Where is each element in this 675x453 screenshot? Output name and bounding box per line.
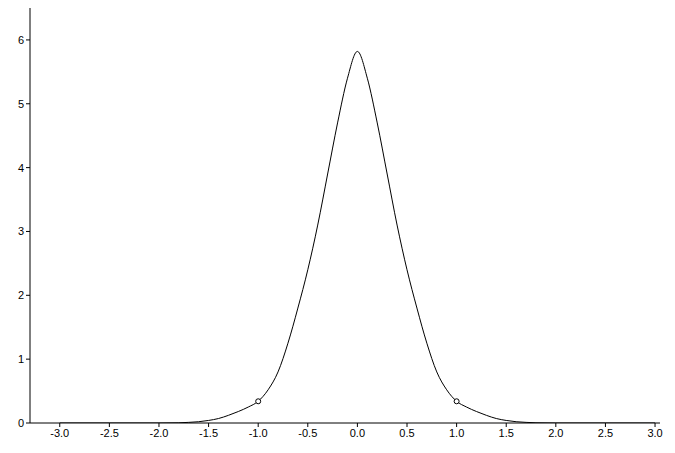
svg-text:3: 3 xyxy=(18,225,24,237)
svg-text:-1.0: -1.0 xyxy=(249,427,268,439)
svg-text:-0.5: -0.5 xyxy=(298,427,317,439)
svg-text:-2.0: -2.0 xyxy=(149,427,168,439)
svg-text:6: 6 xyxy=(18,34,24,46)
svg-text:-2.5: -2.5 xyxy=(100,427,119,439)
svg-text:2.5: 2.5 xyxy=(598,427,613,439)
svg-text:4: 4 xyxy=(18,162,24,174)
svg-text:0.0: 0.0 xyxy=(350,427,365,439)
svg-text:1.0: 1.0 xyxy=(449,427,464,439)
svg-text:0.5: 0.5 xyxy=(399,427,414,439)
svg-text:0: 0 xyxy=(18,417,24,429)
svg-text:5: 5 xyxy=(18,98,24,110)
svg-text:-1.5: -1.5 xyxy=(199,427,218,439)
svg-text:2: 2 xyxy=(18,289,24,301)
svg-text:2.0: 2.0 xyxy=(548,427,563,439)
svg-text:3.0: 3.0 xyxy=(647,427,662,439)
svg-text:1: 1 xyxy=(18,353,24,365)
svg-text:1.5: 1.5 xyxy=(499,427,514,439)
svg-text:-3.0: -3.0 xyxy=(50,427,69,439)
